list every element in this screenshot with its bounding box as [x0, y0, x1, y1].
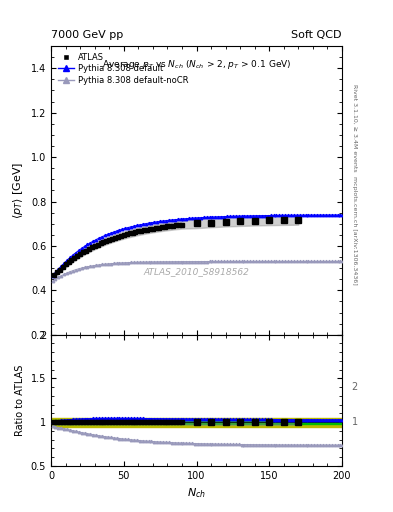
- Text: mcplots.cern.ch [arXiv:1306.3436]: mcplots.cern.ch [arXiv:1306.3436]: [352, 176, 357, 285]
- Text: 2: 2: [352, 381, 358, 392]
- Bar: [51, 418, 342, 426]
- Text: Average $p_T$ vs $N_{ch}$ ($N_{ch}$ > 2, $p_T$ > 0.1 GeV): Average $p_T$ vs $N_{ch}$ ($N_{ch}$ > 2,…: [102, 58, 291, 71]
- Legend: ATLAS, Pythia 8.308 default, Pythia 8.308 default-noCR: ATLAS, Pythia 8.308 default, Pythia 8.30…: [55, 50, 191, 87]
- Y-axis label: Ratio to ATLAS: Ratio to ATLAS: [15, 365, 25, 436]
- Text: ATLAS_2010_S8918562: ATLAS_2010_S8918562: [143, 267, 250, 276]
- Text: 7000 GeV pp: 7000 GeV pp: [51, 30, 123, 40]
- Bar: [51, 420, 342, 424]
- Text: Rivet 3.1.10, ≥ 3.4M events: Rivet 3.1.10, ≥ 3.4M events: [352, 84, 357, 172]
- X-axis label: $N_{ch}$: $N_{ch}$: [187, 486, 206, 500]
- Text: Soft QCD: Soft QCD: [292, 30, 342, 40]
- Y-axis label: $\langle p_T \rangle$ [GeV]: $\langle p_T \rangle$ [GeV]: [11, 162, 25, 219]
- Text: 1: 1: [352, 417, 358, 428]
